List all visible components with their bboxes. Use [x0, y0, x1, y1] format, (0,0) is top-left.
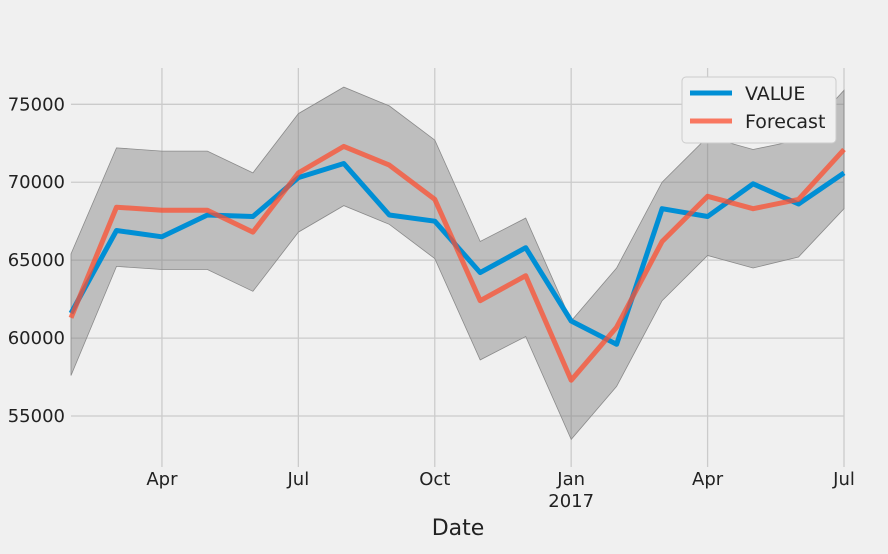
y-tick-label: 75000	[8, 94, 65, 115]
x-tick-label: Jul	[832, 469, 855, 490]
x-tick-label: Oct	[419, 469, 450, 490]
x-tick-label: Jul	[286, 469, 309, 490]
confidence-band	[70, 86, 845, 441]
y-tick-label: 70000	[8, 172, 65, 193]
legend-label-forecast: Forecast	[745, 111, 825, 133]
x-tick-sublabel: 2017	[548, 491, 594, 512]
x-tick-label: Jan	[556, 469, 585, 490]
x-tick-label: Apr	[692, 469, 724, 490]
legend: VALUE Forecast	[681, 76, 837, 144]
y-axis-ticks: 55000 60000 65000 70000 75000	[8, 94, 65, 427]
y-tick-label: 65000	[8, 250, 65, 271]
series-line-forecast	[68, 143, 846, 383]
x-axis-title: Date	[432, 516, 485, 541]
series-lines	[68, 143, 846, 383]
legend-label-value: VALUE	[745, 83, 805, 105]
y-tick-label: 60000	[8, 328, 65, 349]
x-tick-label: Apr	[146, 469, 178, 490]
y-tick-label: 55000	[8, 406, 65, 427]
